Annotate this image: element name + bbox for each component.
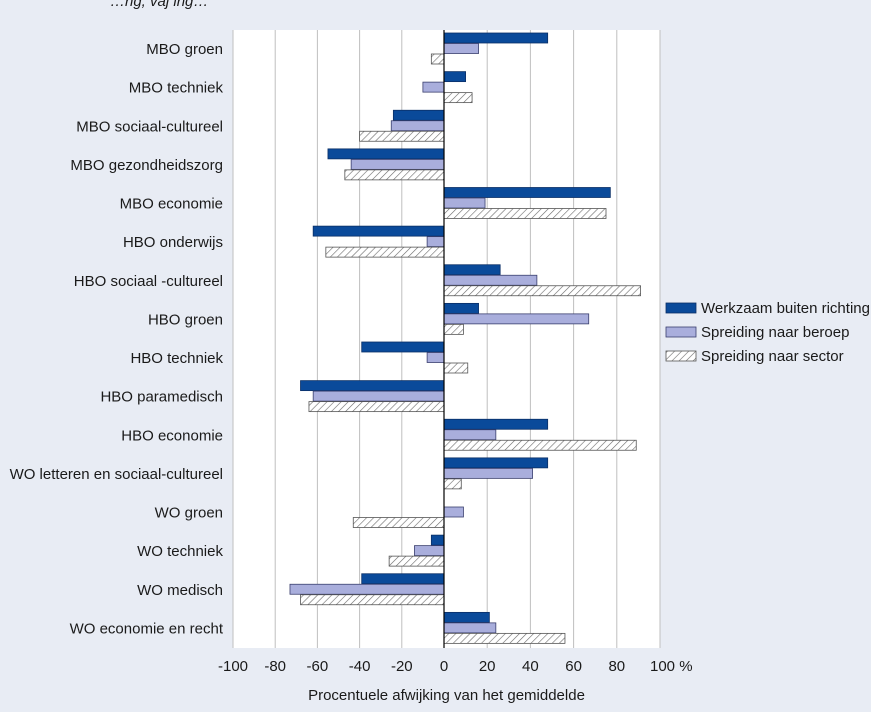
category-label: WO groen: [155, 505, 223, 522]
category-label: MBO techniek: [129, 80, 224, 97]
bar-series-1: [361, 341, 445, 353]
category-label: WO medisch: [137, 582, 223, 599]
bar-series-1: [443, 418, 549, 430]
bar-series-3: [443, 632, 566, 644]
x-axis-title: Procentuele afwijking van het gemiddelde: [308, 687, 585, 704]
category-label: MBO groen: [146, 41, 223, 58]
x-tick-label: 40: [522, 658, 539, 675]
legend-swatch: [665, 302, 697, 314]
category-label: HBO paramedisch: [100, 389, 223, 406]
bar-series-1: [430, 534, 445, 546]
category-label: HBO techniek: [130, 350, 223, 367]
bar-series-3: [443, 285, 641, 297]
legend-swatch: [665, 326, 697, 338]
plot-area: [233, 30, 660, 648]
bar-series-2: [443, 274, 538, 286]
bar-series-2: [443, 313, 590, 325]
x-tick-label: -20: [391, 658, 413, 675]
category-label: WO economie en recht: [70, 620, 224, 637]
x-tick-labels: -100 -80 -60 -40 -20 0 20 40 60 80 100 %: [218, 658, 693, 675]
bar-series-2: [422, 81, 445, 93]
bar-series-1: [443, 32, 549, 44]
bar-series-2: [443, 43, 479, 54]
legend-label: Werkzaam buiten richting: [701, 300, 870, 317]
bar-series-3: [443, 323, 464, 335]
legend: Werkzaam buiten richting Spreiding naar b…: [665, 300, 870, 365]
bar-series-2: [426, 236, 445, 248]
bar-series-3: [443, 478, 462, 490]
bar-series-2: [289, 583, 445, 595]
category-label: HBO sociaal -cultureel: [74, 273, 223, 290]
bar-series-3: [443, 439, 637, 451]
category-label: HBO groen: [148, 311, 223, 328]
category-label: WO techniek: [137, 543, 223, 560]
bar-series-3: [443, 362, 469, 374]
category-label: HBO economie: [121, 427, 223, 444]
bar-series-2: [312, 390, 445, 402]
bar-series-1: [392, 109, 445, 121]
bar-series-1: [443, 302, 479, 314]
bar-series-2: [414, 545, 445, 557]
bar-series-3: [359, 130, 445, 142]
bar-series-2: [426, 352, 445, 363]
category-labels: MBO groen MBO techniek MBO sociaal-culture…: [10, 41, 224, 637]
bar-series-3: [300, 594, 445, 606]
category-label: MBO sociaal-cultureel: [76, 118, 223, 135]
legend-label: Spreiding naar beroep: [701, 324, 849, 341]
x-tick-label: -40: [349, 658, 371, 675]
bar-series-3: [388, 555, 445, 567]
legend-label: Spreiding naar sector: [701, 348, 844, 365]
header-fragment: …ng, vaj ing…: [110, 0, 208, 10]
category-label: WO letteren en sociaal-cultureel: [10, 466, 223, 483]
bar-series-2: [443, 622, 497, 634]
x-tick-label: -100: [218, 658, 248, 675]
bar-series-1: [443, 264, 501, 276]
bar-series-3: [325, 246, 445, 258]
category-label: HBO onderwijs: [123, 234, 223, 251]
bar-series-2: [390, 120, 445, 132]
bar-series-1: [300, 380, 445, 392]
x-tick-label: -80: [264, 658, 286, 675]
gridlines: [232, 30, 661, 648]
x-tick-label: 100 %: [650, 658, 693, 675]
x-tick-label: 20: [479, 658, 496, 675]
bar-series-3: [430, 53, 445, 65]
bar-series-2: [350, 158, 445, 170]
bar-series-3: [352, 517, 445, 528]
bars: [289, 32, 641, 644]
bar-series-1: [361, 573, 445, 585]
bar-series-1: [443, 187, 611, 198]
bar-series-3: [443, 208, 607, 219]
bar-series-1: [443, 71, 467, 83]
bar-series-1: [443, 457, 549, 469]
bar-series-3: [443, 92, 473, 104]
bar-series-2: [443, 506, 464, 518]
x-tick-label: -60: [307, 658, 329, 675]
bar-series-2: [443, 197, 486, 209]
bar-series-3: [308, 401, 445, 413]
x-tick-label: 0: [440, 658, 448, 675]
x-tick-label: 80: [608, 658, 625, 675]
bar-series-1: [327, 148, 445, 160]
x-tick-label: 60: [565, 658, 582, 675]
bar-series-1: [312, 225, 445, 237]
bar-series-1: [443, 611, 490, 623]
bar-series-2: [443, 467, 533, 479]
bar-series-2: [443, 429, 497, 441]
bar-series-3: [344, 169, 445, 181]
legend-swatch: [665, 350, 697, 362]
category-label: MBO gezondheidszorg: [70, 157, 223, 174]
category-label: MBO economie: [120, 196, 223, 213]
